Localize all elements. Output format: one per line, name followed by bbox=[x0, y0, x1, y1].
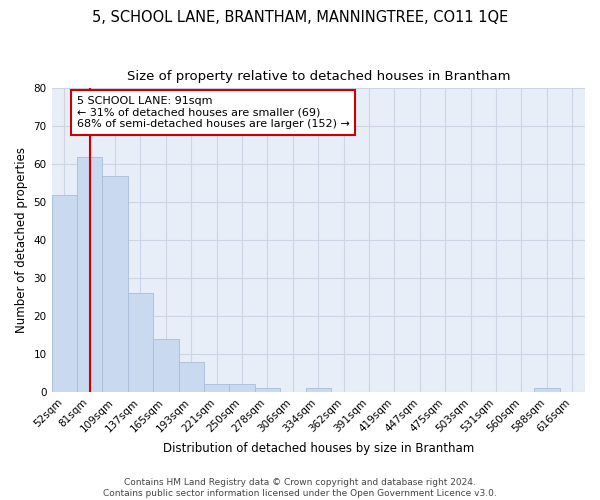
Bar bbox=[153, 339, 179, 392]
Bar bbox=[255, 388, 280, 392]
Bar bbox=[52, 194, 77, 392]
X-axis label: Distribution of detached houses by size in Brantham: Distribution of detached houses by size … bbox=[163, 442, 474, 455]
Title: Size of property relative to detached houses in Brantham: Size of property relative to detached ho… bbox=[127, 70, 510, 83]
Bar bbox=[305, 388, 331, 392]
Bar bbox=[128, 294, 153, 392]
Bar bbox=[204, 384, 229, 392]
Y-axis label: Number of detached properties: Number of detached properties bbox=[15, 147, 28, 333]
Bar bbox=[77, 156, 103, 392]
Text: 5 SCHOOL LANE: 91sqm
← 31% of detached houses are smaller (69)
68% of semi-detac: 5 SCHOOL LANE: 91sqm ← 31% of detached h… bbox=[77, 96, 350, 129]
Bar bbox=[103, 176, 128, 392]
Bar bbox=[229, 384, 255, 392]
Bar bbox=[179, 362, 204, 392]
Text: Contains HM Land Registry data © Crown copyright and database right 2024.
Contai: Contains HM Land Registry data © Crown c… bbox=[103, 478, 497, 498]
Bar bbox=[534, 388, 560, 392]
Text: 5, SCHOOL LANE, BRANTHAM, MANNINGTREE, CO11 1QE: 5, SCHOOL LANE, BRANTHAM, MANNINGTREE, C… bbox=[92, 10, 508, 25]
